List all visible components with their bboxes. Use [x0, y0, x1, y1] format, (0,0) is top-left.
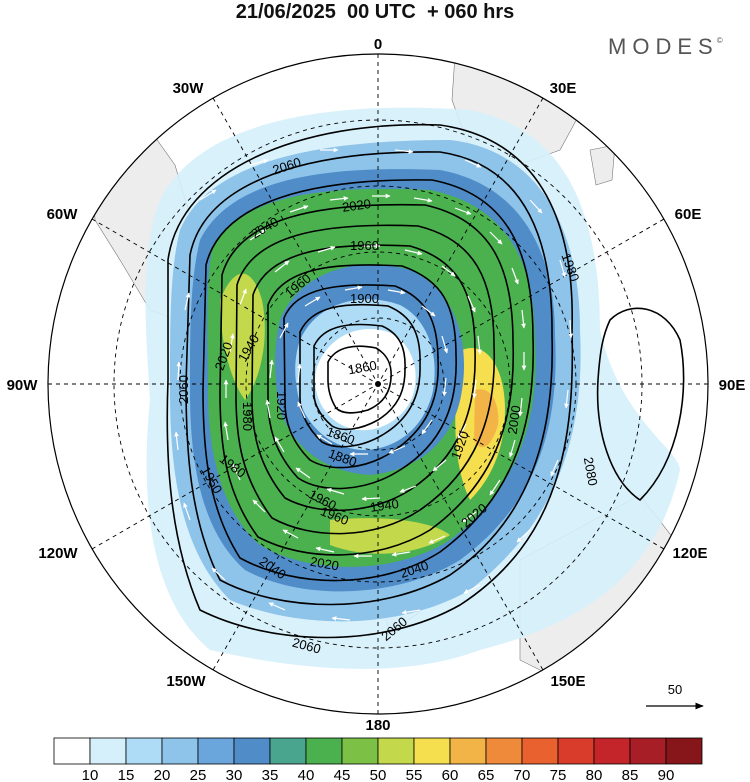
lon-label-120w: 120W	[38, 545, 78, 562]
map-body	[48, 54, 708, 714]
brand-copyright: ©	[716, 36, 723, 45]
colorbar-tick-label: 70	[514, 767, 531, 782]
contour-label: 2020	[341, 196, 372, 215]
brand-logo: MODES©	[608, 34, 725, 60]
contour-1940	[267, 264, 457, 490]
lon-label-60w: 60W	[47, 206, 79, 223]
colorbar-tick-label: 15	[118, 767, 135, 782]
shade-55b	[330, 518, 450, 554]
colorbar-swatch	[449, 737, 487, 765]
colorbar-swatch	[593, 737, 631, 765]
colorbar-tick-label: 75	[550, 767, 567, 782]
contour-label: 1940	[369, 496, 400, 515]
colorbar-swatch	[341, 737, 379, 765]
colorbar-swatch	[197, 737, 235, 765]
colorbar-swatch	[53, 737, 91, 765]
colorbar-tick-label: 80	[586, 767, 603, 782]
contour-1880	[313, 323, 406, 431]
contour-label: 2060	[291, 635, 323, 657]
colorbar-swatch	[413, 737, 451, 765]
south-pole-dot	[375, 381, 381, 387]
colorbar-tick-label: 90	[658, 767, 675, 782]
colorbar-tick-label: 45	[334, 767, 351, 782]
lon-label-60e: 60E	[675, 206, 702, 223]
longitude-labels: 0 30E 60E 90E 120E 150E 180 150W 120W 90…	[7, 36, 746, 730]
colorbar-swatch	[269, 737, 307, 765]
contour-label: 1920	[274, 391, 289, 420]
vector-key-label: 50	[668, 682, 682, 697]
contour-label: 1860	[347, 358, 378, 378]
contour-label: 2080	[581, 456, 601, 487]
colorbar-tick-label: 55	[406, 767, 423, 782]
lon-label-0: 0	[374, 36, 382, 53]
map-boundary	[47, 53, 709, 715]
contour-2020	[202, 179, 535, 582]
contour-2040	[185, 151, 554, 606]
lon-label-90w: 90W	[7, 377, 39, 394]
colorbar-tick-label: 30	[226, 767, 243, 782]
contour-2060	[166, 123, 574, 639]
colorbar-tick-label: 50	[370, 767, 387, 782]
contour-label: 2020	[309, 554, 340, 574]
contour-2080	[596, 307, 685, 502]
lon-label-180: 180	[365, 717, 390, 730]
colorbar-swatch	[485, 737, 523, 765]
contour-label: 1960	[350, 238, 379, 253]
colorbar-swatch	[665, 737, 703, 765]
contour-1980	[235, 224, 496, 535]
colorbar-tick-label: 35	[262, 767, 279, 782]
colorbar-swatch	[89, 737, 127, 765]
colorbar-swatch	[377, 737, 415, 765]
contour-label: 2000	[505, 404, 524, 435]
lon-label-90e: 90E	[719, 377, 746, 394]
contour-label: 2060	[176, 375, 191, 404]
contour-1860	[327, 345, 392, 414]
lon-label-150e: 150E	[550, 673, 585, 690]
colorbar-swatch	[125, 737, 163, 765]
chart-title: 21/06/2025 00 UTC + 060 hrs	[235, 1, 515, 23]
colorbar-swatch	[233, 737, 271, 765]
colorbar-swatch	[305, 737, 343, 765]
brand-name: MODES	[608, 34, 719, 59]
height-contours	[166, 123, 685, 639]
lon-label-150w: 150W	[166, 673, 206, 690]
colorbar-tick-label: 65	[478, 767, 495, 782]
contour-1900	[299, 303, 421, 448]
contour-2000	[219, 203, 515, 556]
colorbar-tick-label: 10	[82, 767, 99, 782]
contour-label: 1980	[240, 402, 255, 431]
polar-map: 2060 2040 2020 1960 1960 1900 1940 1860 …	[7, 36, 746, 730]
colorbar-tick-label: 60	[442, 767, 459, 782]
colorbar-tick-label: 40	[298, 767, 315, 782]
wind-vectors	[174, 147, 574, 621]
contour-1920	[283, 284, 439, 469]
colorbar-swatch	[161, 737, 199, 765]
colorbar-tick-label: 20	[154, 767, 171, 782]
lon-label-30e: 30E	[550, 80, 577, 97]
contour-1960	[251, 244, 476, 512]
colorbar: 10 15 20 25 30 35 40 45 50 55 60 65 70 75 80 85 90	[53, 737, 703, 782]
lon-label-30w: 30W	[173, 80, 205, 97]
colorbar-swatch	[521, 737, 559, 765]
colorbar-swatch	[557, 737, 595, 765]
colorbar-tick-label: 85	[622, 767, 639, 782]
contour-label: 1900	[350, 291, 379, 306]
vector-key: 50	[646, 682, 704, 710]
colorbar-tick-label: 25	[190, 767, 207, 782]
colorbar-swatch	[629, 737, 667, 765]
lon-label-120e: 120E	[672, 545, 707, 562]
